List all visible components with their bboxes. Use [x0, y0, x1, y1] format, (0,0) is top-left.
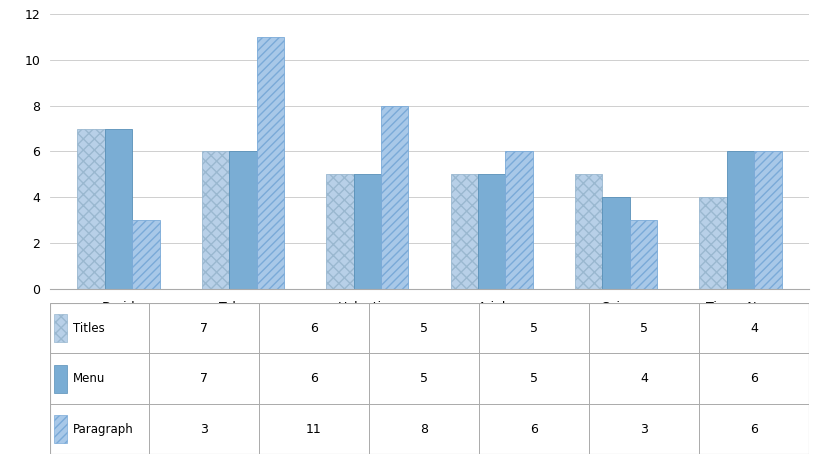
Text: 7: 7	[199, 322, 208, 335]
Bar	[105, 129, 132, 289]
Text: 5: 5	[640, 322, 648, 335]
Text: 8: 8	[420, 423, 428, 436]
Bar	[132, 220, 159, 289]
Bar	[257, 37, 284, 289]
Text: 6: 6	[750, 372, 758, 385]
Bar	[78, 129, 105, 289]
Bar	[700, 197, 727, 289]
Text: Titles: Titles	[73, 322, 104, 335]
Text: 5: 5	[420, 372, 428, 385]
Text: 4: 4	[640, 372, 648, 385]
Text: 5: 5	[420, 322, 428, 335]
Text: 4: 4	[750, 322, 758, 335]
Bar	[381, 106, 409, 289]
Bar	[54, 415, 68, 443]
Text: 6: 6	[530, 423, 538, 436]
Bar	[202, 151, 229, 289]
Text: Paragraph: Paragraph	[73, 423, 133, 436]
Text: 6: 6	[310, 372, 318, 385]
Text: 3: 3	[200, 423, 208, 436]
Bar	[630, 220, 657, 289]
Bar	[354, 174, 381, 289]
Bar	[54, 365, 68, 392]
Text: 6: 6	[750, 423, 758, 436]
Bar	[727, 151, 754, 289]
Text: 3: 3	[640, 423, 648, 436]
Text: 7: 7	[199, 372, 208, 385]
Bar	[575, 174, 602, 289]
Bar	[602, 197, 630, 289]
Bar	[754, 151, 781, 289]
Bar	[505, 151, 533, 289]
Bar	[478, 174, 505, 289]
Bar	[54, 314, 68, 342]
Bar	[450, 174, 478, 289]
Text: 11: 11	[306, 423, 322, 436]
Text: 5: 5	[530, 372, 538, 385]
Bar	[229, 151, 257, 289]
Bar	[326, 174, 354, 289]
Text: Menu: Menu	[73, 372, 105, 385]
Text: 5: 5	[530, 322, 538, 335]
Text: 6: 6	[310, 322, 318, 335]
